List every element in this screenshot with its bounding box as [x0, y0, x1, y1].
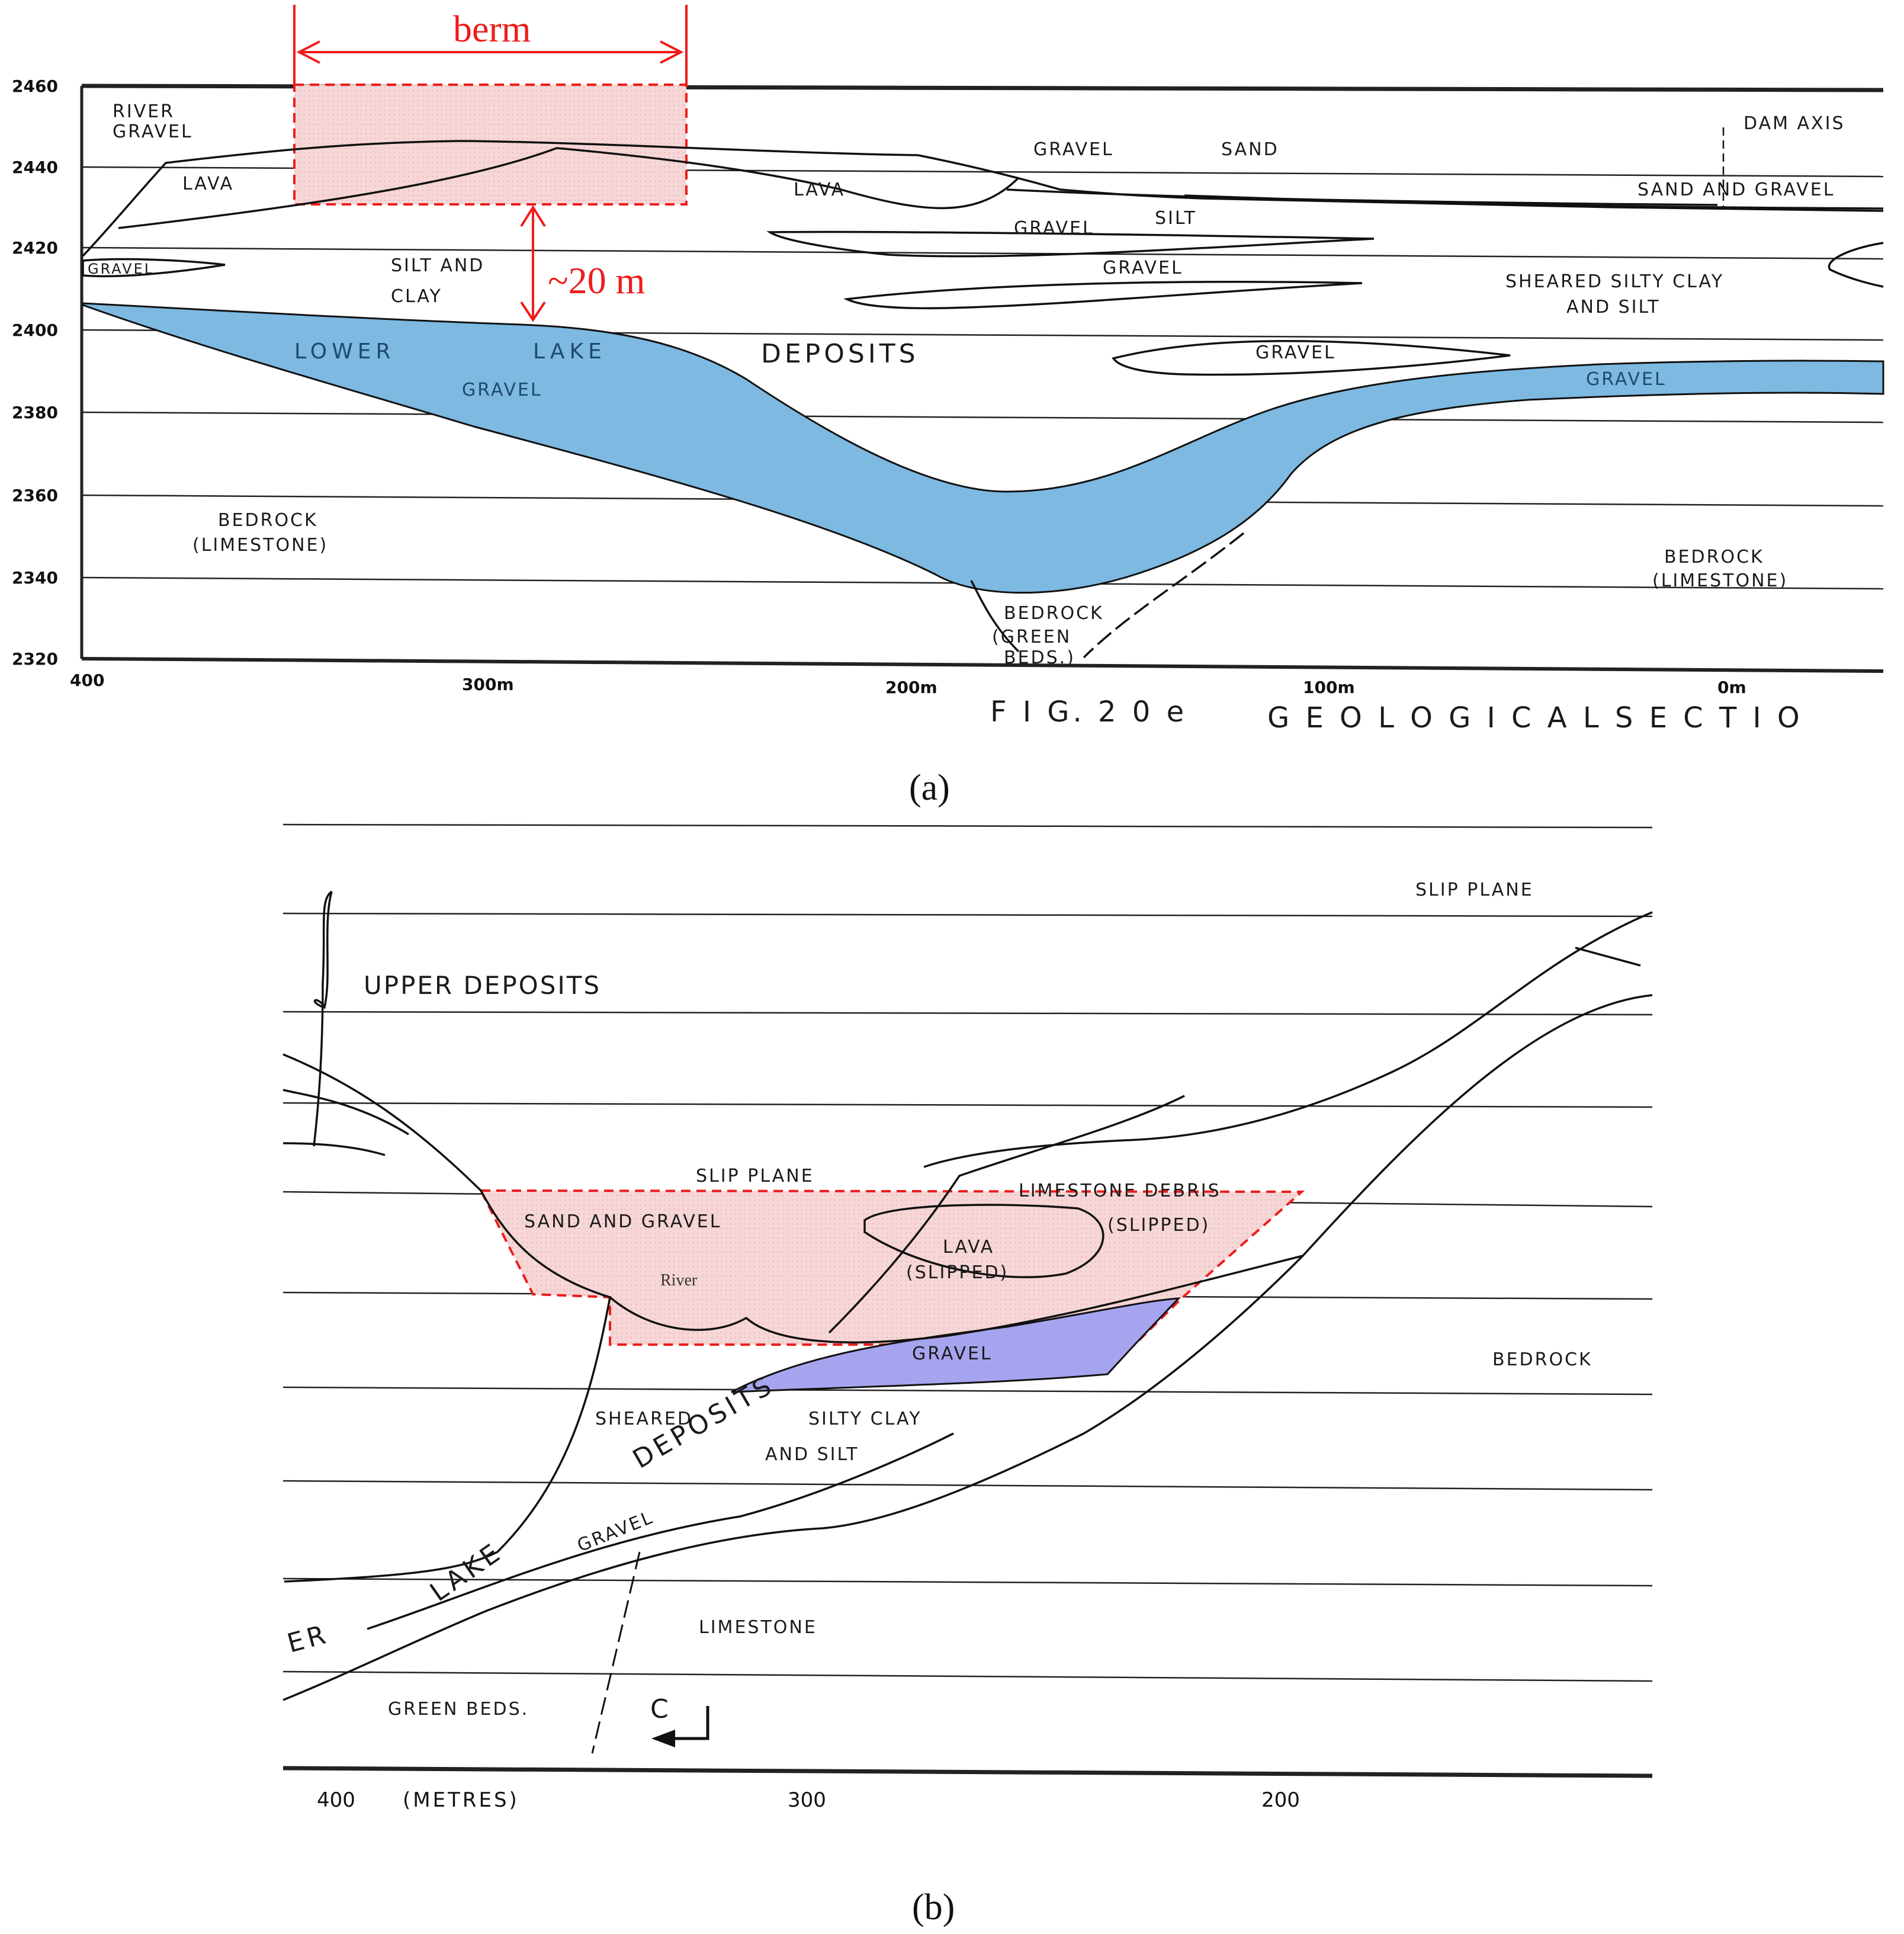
label-silt-and: SILT AND [391, 255, 484, 276]
label-sheared-silty-clay: SHEARED SILTY CLAY [1505, 271, 1724, 292]
panel-b-geology-lines [282, 890, 1653, 1754]
label-limestone: (LIMESTONE) [192, 535, 328, 556]
label-river: RIVER [113, 101, 175, 122]
label-sand-and-gravel: SAND AND GRAVEL [524, 1211, 721, 1232]
x-tick-label: 100m [1303, 678, 1355, 697]
x-tick-label: 300 [788, 1788, 826, 1812]
label-c-mark: C [650, 1694, 672, 1724]
label-sand-and-gravel: SAND AND GRAVEL [1637, 179, 1835, 200]
label-lake: LAKE [533, 339, 606, 364]
label-lava: LAVA [182, 174, 234, 194]
y-tick-label: 2440 [12, 158, 58, 177]
label-bedrock: BEDROCK [1004, 603, 1104, 624]
label-silt: SILT [1155, 208, 1197, 229]
label-gravel: GRAVEL [1033, 139, 1114, 160]
label-clay: CLAY [391, 286, 442, 307]
label-er: ER [284, 1619, 332, 1659]
label-geological-section: G E O L O G I C A L S E C T I O [1267, 701, 1803, 735]
panel-a-x-axis: 400 300m 200m 100m 0m [70, 671, 1746, 697]
label-gravel: GRAVEL [1256, 342, 1336, 363]
label-bedrock: BEDROCK [1492, 1349, 1592, 1370]
label-bedrock: BEDROCK [218, 510, 318, 531]
y-tick-label: 2400 [12, 320, 58, 340]
panel-a-y-axis: 2460 2440 2420 2400 2380 2360 2340 2320 [12, 76, 58, 669]
label-slipped: (SLIPPED) [1107, 1215, 1210, 1236]
arrow-icon [651, 1730, 675, 1747]
label-limestone: (LIMESTONE) [1652, 570, 1788, 591]
panel-a-labels: RIVER GRAVEL LAVA LAVA GRAVEL SAND DAM A… [88, 101, 1845, 735]
caption-a: (a) [909, 768, 950, 808]
label-fig: F I G. 2 0 e [990, 695, 1187, 729]
label-silty-clay: SILTY CLAY [808, 1409, 922, 1429]
x-tick-label: 400 [70, 671, 104, 690]
label-beds: BEDS.) [1004, 647, 1075, 668]
label-limestone: LIMESTONE [699, 1617, 817, 1638]
x-tick-label: 400 [317, 1788, 355, 1812]
berm-annotation: berm ~20 m [293, 5, 688, 322]
caption-b: (b) [912, 1887, 955, 1927]
y-tick-label: 2340 [12, 568, 58, 588]
label-gravel: GRAVEL [1103, 258, 1183, 278]
label-sand: SAND [1221, 139, 1279, 160]
panel-b: SLIP PLANE UPPER DEPOSITS SLIP PLANE LIM… [282, 823, 1653, 1927]
y-tick-label: 2380 [12, 403, 58, 422]
label-lava: LAVA [794, 179, 845, 200]
label-dam-axis: DAM AXIS [1744, 113, 1845, 134]
label-and-silt: AND SILT [765, 1444, 859, 1465]
y-tick-label: 2320 [12, 649, 58, 669]
label-gravel: GRAVEL [88, 261, 154, 277]
label-limestone-debris: LIMESTONE DEBRIS [1019, 1181, 1221, 1201]
label-gravel: GRAVEL [462, 380, 542, 400]
x-tick-label: 200m [885, 678, 937, 697]
label-gravel: GRAVEL [1586, 369, 1667, 390]
label-green-beds: GREEN BEDS. [388, 1699, 529, 1720]
label-river: River [660, 1271, 698, 1290]
panel-a: 2460 2440 2420 2400 2380 2360 2340 2320 … [12, 5, 1884, 808]
label-deposits: DEPOSITS [761, 339, 919, 369]
label-gravel: GRAVEL [912, 1343, 993, 1364]
x-tick-label: 300m [462, 675, 514, 694]
label-slip-plane: SLIP PLANE [1415, 880, 1534, 900]
label-bedrock: BEDROCK [1664, 547, 1764, 567]
label-lake: LAKE [425, 1537, 508, 1608]
label-gravel: GRAVEL [574, 1507, 657, 1556]
x-tick-label: (METRES) [403, 1788, 519, 1812]
gravel-body [731, 1297, 1181, 1393]
label-lower: LOWER [294, 339, 395, 364]
label-slipped: (SLIPPED) [906, 1262, 1009, 1283]
label-gravel: GRAVEL [113, 121, 193, 142]
label-green: (GREEN [992, 627, 1071, 647]
x-tick-label: 0m [1717, 678, 1746, 697]
y-tick-label: 2460 [12, 76, 58, 96]
x-tick-label: 200 [1261, 1788, 1300, 1812]
panel-a-geology-lines [82, 127, 1884, 659]
lower-lake-gravel-layer [82, 302, 1884, 594]
y-tick-label: 2360 [12, 486, 58, 505]
label-slip-plane: SLIP PLANE [696, 1166, 814, 1186]
berm-label: berm [453, 8, 531, 50]
label-upper-deposits: UPPER DEPOSITS [364, 971, 601, 1000]
label-gravel: GRAVEL [1014, 218, 1094, 239]
depth-label: ~20 m [548, 259, 645, 302]
y-tick-label: 2420 [12, 238, 58, 258]
label-sheared: SHEARED [595, 1409, 693, 1429]
panel-b-x-axis: 400 (METRES) 300 200 [317, 1788, 1300, 1812]
label-lava: LAVA [943, 1237, 994, 1258]
label-and-silt: AND SILT [1566, 297, 1660, 317]
